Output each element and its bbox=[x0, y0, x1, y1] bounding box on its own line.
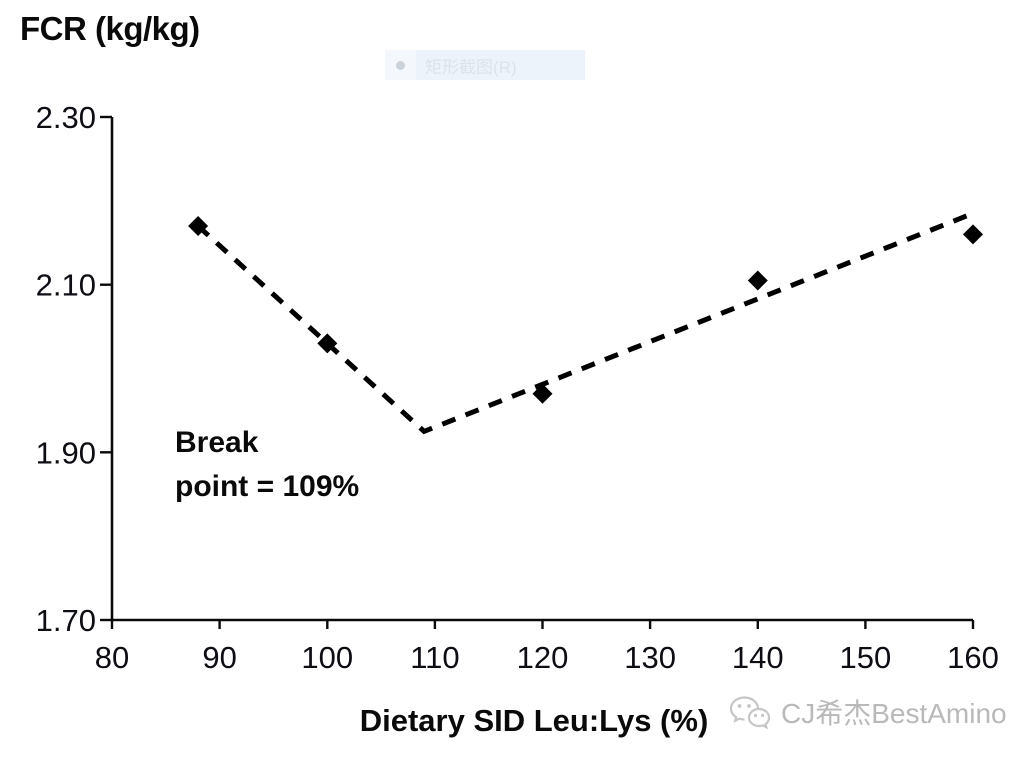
x-tick-label: 90 bbox=[202, 640, 236, 675]
x-tick-label: 150 bbox=[840, 640, 892, 675]
wechat-icon bbox=[729, 696, 771, 730]
annotation-line-1: Break bbox=[175, 426, 259, 459]
watermark: CJ希杰BestAmino bbox=[728, 692, 1007, 732]
snip-tool-icon bbox=[385, 50, 416, 80]
data-point bbox=[188, 216, 209, 236]
x-tick-label: 130 bbox=[624, 640, 676, 675]
x-tick-label: 100 bbox=[301, 640, 353, 675]
x-axis-title: Dietary SID Leu:Lys (%) bbox=[359, 703, 709, 738]
watermark-label: CJ希杰BestAmino bbox=[781, 698, 1007, 729]
data-point bbox=[963, 224, 983, 245]
x-tick-label: 120 bbox=[517, 640, 569, 675]
data-point bbox=[532, 383, 553, 404]
x-tick-label: 110 bbox=[410, 640, 459, 675]
trend-line bbox=[196, 211, 974, 435]
data-point bbox=[747, 270, 768, 291]
data-point bbox=[317, 333, 338, 354]
x-tick-label: 140 bbox=[732, 640, 784, 675]
y-tick-label: 2.10 bbox=[36, 268, 96, 303]
x-tick-label: 80 bbox=[95, 640, 129, 675]
screenshot-tool-tooltip[interactable]: 矩形截图(R) bbox=[385, 50, 585, 80]
y-tick-label: 1.90 bbox=[36, 435, 96, 470]
dot-icon bbox=[396, 60, 405, 70]
snip-tooltip-label: 矩形截图(R) bbox=[425, 57, 517, 77]
annotation-line-2: point = 109% bbox=[175, 470, 360, 503]
break-point-annotation: Break point = 109% bbox=[175, 421, 359, 509]
x-tick-label: 160 bbox=[947, 640, 999, 675]
y-tick-label: 2.30 bbox=[36, 100, 96, 135]
y-tick-label: 1.70 bbox=[36, 603, 96, 638]
axis-lines bbox=[110, 117, 973, 622]
chart-title: FCR (kg/kg) bbox=[20, 10, 200, 47]
